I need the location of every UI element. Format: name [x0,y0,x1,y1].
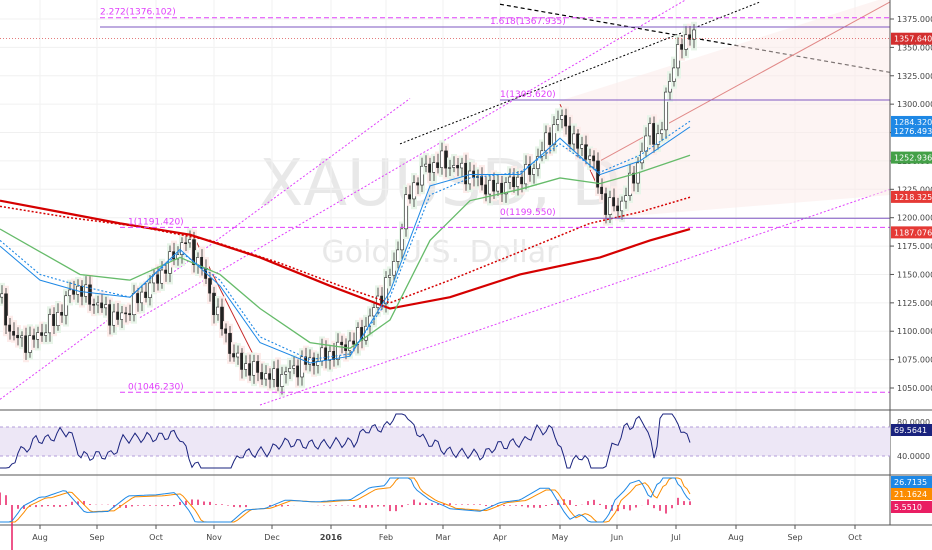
ma-100 [0,196,691,304]
candle-body [664,91,668,131]
candle-body [220,306,224,330]
time-tick-label: Oct [848,533,862,542]
time-tick-label: Sep [89,533,104,542]
watermark-name: Gold U.S. Dollar [322,235,560,270]
fib-levels: 2.272(1376.102) 1.618(1367.935) 1(1303.620… [0,8,890,393]
rsi-band [0,427,890,456]
fib-label: 1(1191.420) [128,217,184,227]
time-tick-label: Apr [493,533,508,542]
macd-badge [891,476,932,488]
time-tick-label: Dec [264,533,279,542]
time-tick-label: Nov [206,533,222,542]
time-tick-label: May [552,533,569,542]
candle-body [692,29,696,40]
rsi-line [0,413,691,469]
time-tick-label: Feb [379,533,393,542]
ma-20 [0,120,691,361]
price-badge-label: 1284.320 [894,118,932,127]
channel-upper [139,0,687,319]
channel-lower [259,188,891,406]
price-badge-label: 1357.640 [894,35,932,44]
fib-label: 0(1046.230) [128,382,184,392]
price-tick-label: 1150.000 [897,270,932,279]
macd-badge [891,488,932,500]
price-badge-label: 1187.076 [894,228,932,237]
price-tick-label: 1325.000 [897,72,932,81]
price-badge [891,32,932,45]
time-tick-label: 2016 [320,533,343,542]
fib-label: 1(1303.620) [500,90,556,100]
price-badge-label: 1218.325 [894,193,932,202]
candle-body [400,228,404,251]
price-badge [891,190,932,203]
candle-body [404,194,408,230]
fib-label: 0(1199.550) [500,208,556,218]
price-tick-label: 1125.000 [897,299,932,308]
rsi-badge-label: 69.5641 [894,426,927,435]
time-tick-label: Aug [728,533,744,542]
candle-body [420,165,424,186]
price-tick-label: 1175.000 [897,242,932,251]
price-tick-label: 1200.000 [897,214,932,223]
macd-badge-label: 5.5510 [894,503,922,512]
moving-averages [0,120,691,364]
price-tick-label: 1075.000 [897,356,932,365]
price-tick-label: 1375.000 [897,15,932,24]
time-tick-label: Mar [435,533,451,542]
price-tick-label: 1225.000 [897,185,932,194]
time-tick-label: Jul [670,533,681,542]
time-tick-label: Sep [787,533,802,542]
macd-pane: 26.7135 21.1624 5.5510 [0,476,932,550]
price-axis: 1050.000 1075.000 1100.000 1125.000 1150.000… [890,15,932,393]
ma-200 [0,199,691,310]
price-badge-label: 1252.936 [894,154,932,163]
price-tick-label: 1050.000 [897,384,932,393]
macd-badge-label: 26.7135 [894,478,927,487]
rsi-badge [891,424,932,436]
rsi-tick-label: 40.0000 [897,452,930,461]
candle-body [88,284,92,305]
rsi-pane: 80.0000 40.0000 69.5641 [0,413,932,469]
time-axis: Aug Sep Oct Nov Dec 2016 Feb Mar Apr May Jun Jul Aug… [32,525,862,542]
macd-badge [891,501,932,513]
price-badge [891,226,932,239]
ma-50 [0,154,691,349]
candles [0,21,697,397]
candle-body [384,277,388,305]
candle-body [552,124,556,145]
fib-label: 2.272(1376.102) [100,8,176,18]
time-tick-label: Jun [610,533,624,542]
price-tick-label: 1350.000 [897,43,932,52]
ma-10 [0,126,691,364]
price-tick-label: 1100.000 [897,327,932,336]
time-tick-label: Oct [149,533,163,542]
price-badge [891,124,932,137]
candle-body [64,295,68,316]
macd-badge-label: 21.1624 [894,490,927,499]
channel-lower-left [0,98,411,400]
price-badge [891,151,932,164]
rsi-tick-label: 80.0000 [897,418,930,427]
price-tick-label: 1300.000 [897,100,932,109]
price-badge-label: 1276.493 [894,127,932,136]
time-tick-label: Aug [32,533,48,542]
trendline-upper-black [399,1,761,145]
candle-body [4,293,8,326]
macd-line [0,477,691,523]
fib-label: 1.618(1367.935) [490,17,566,27]
